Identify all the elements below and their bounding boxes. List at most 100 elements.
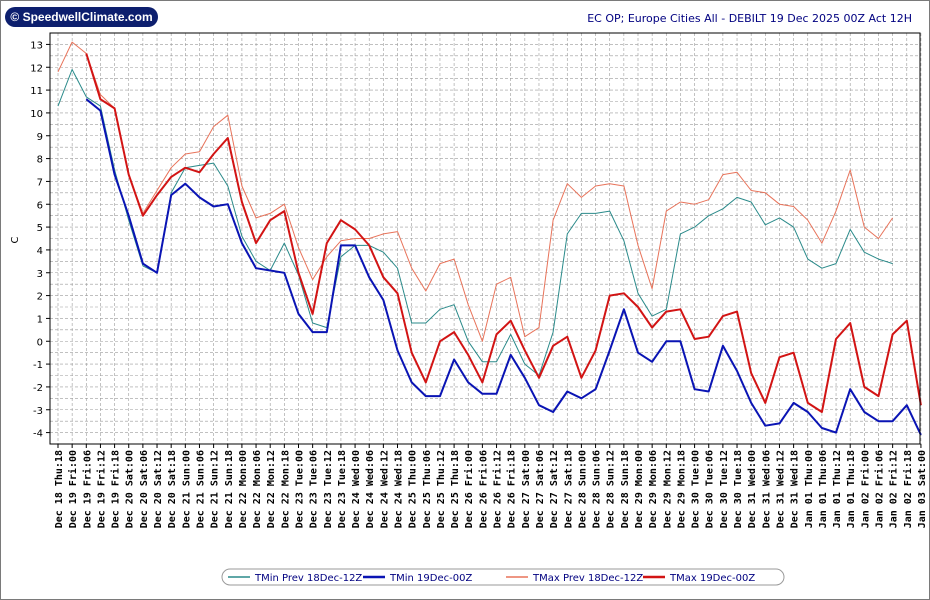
y-tick-label: 0 <box>37 337 43 348</box>
x-tick-label: Dec 29 Mon:18 <box>676 450 687 528</box>
x-tick-label: Dec 23 Tue:00 <box>294 450 305 528</box>
x-tick-label: Dec 26 Fri:00 <box>463 450 475 528</box>
x-tick-label: Jan 01 Thu:18 <box>846 450 857 528</box>
y-tick-label: 8 <box>37 155 43 166</box>
x-tick-label: Dec 28 Sun:06 <box>592 450 603 528</box>
y-tick-label: 13 <box>30 40 43 51</box>
x-tick-label: Dec 29 Mon:12 <box>662 450 673 528</box>
x-tick-label: Dec 30 Tue:18 <box>733 450 744 528</box>
series-line-2 <box>57 41 894 342</box>
x-tick-label: Dec 19 Fri:18 <box>110 450 122 528</box>
plot-border <box>49 32 921 445</box>
x-tick-label: Dec 27 Sat:18 <box>563 450 574 528</box>
x-tick-label: Dec 24 Wed:12 <box>379 450 390 528</box>
x-tick-label: Jan 02 Fri:06 <box>873 450 885 528</box>
x-tick-label: Dec 27 Sat:12 <box>549 450 560 528</box>
x-tick-label: Dec 25 Thu:18 <box>450 450 461 528</box>
x-tick-label: Dec 23 Tue:18 <box>337 450 348 528</box>
x-tick-label: Dec 30 Tue:12 <box>719 450 730 528</box>
chart-grid <box>50 32 922 445</box>
x-tick-label: Dec 23 Tue:12 <box>323 450 334 528</box>
x-tick-label: Jan 01 Thu:12 <box>832 450 843 528</box>
x-tick-label: Dec 19 Fri:00 <box>67 450 79 528</box>
y-tick-label: 9 <box>37 132 43 143</box>
y-tick-label: -2 <box>33 383 43 394</box>
x-tick-label: Dec 26 Fri:06 <box>477 450 489 528</box>
y-tick-label: -3 <box>33 406 43 417</box>
x-tick-label: Jan 03 Sat:00 <box>917 450 928 528</box>
y-tick-label: 5 <box>37 223 43 234</box>
series-line-3 <box>85 53 922 413</box>
legend-label: TMin 19Dec-00Z <box>389 573 472 584</box>
chart-title: EC OP; Europe Cities All - DEBILT 19 Dec… <box>587 12 912 25</box>
y-tick-label: 11 <box>30 86 43 97</box>
x-tick-label: Jan 02 Fri:18 <box>902 450 914 528</box>
series-line-0 <box>57 69 893 376</box>
y-tick-label: 1 <box>37 314 43 325</box>
x-tick-label: Jan 01 Thu:00 <box>804 450 815 528</box>
x-tick-label: Dec 24 Wed:18 <box>394 450 405 528</box>
x-axis: Dec 18 Thu:18 Dec 19 Fri:00 Dec 19 Fri:06 D… <box>54 444 928 528</box>
x-tick-label: Dec 20 Sat:00 <box>125 450 136 528</box>
x-tick-label: Dec 25 Thu:06 <box>422 450 433 528</box>
legend: TMin Prev 18Dec-12Z TMin 19Dec-00Z TMax Pr… <box>221 568 785 586</box>
x-tick-label: Dec 18 Thu:18 <box>54 450 65 528</box>
legend-label: TMax 19Dec-00Z <box>669 573 755 584</box>
legend-box <box>221 568 785 586</box>
x-tick-label: Dec 21 Sun:12 <box>210 450 221 528</box>
y-tick-label: 3 <box>37 269 43 280</box>
x-tick-label: Dec 30 Tue:00 <box>691 450 702 528</box>
x-tick-label: Dec 27 Sat:00 <box>521 450 532 528</box>
x-tick-label: Dec 26 Fri:18 <box>506 450 518 528</box>
x-tick-label: Dec 28 Sun:00 <box>577 450 588 528</box>
x-tick-label: Dec 21 Sun:00 <box>181 450 192 528</box>
x-tick-label: Dec 31 Wed:18 <box>790 450 801 528</box>
x-tick-label: Dec 31 Wed:12 <box>775 450 786 528</box>
x-tick-label: Dec 19 Fri:12 <box>95 450 107 528</box>
x-tick-label: Dec 21 Sun:18 <box>224 450 235 528</box>
x-tick-label: Jan 01 Thu:06 <box>818 450 829 528</box>
x-tick-label: Dec 20 Sat:06 <box>139 450 150 528</box>
y-tick-label: 10 <box>30 109 43 120</box>
x-tick-label: Dec 22 Mon:06 <box>252 450 263 528</box>
y-tick-label: 4 <box>37 246 43 257</box>
legend-label: TMax Prev 18Dec-12Z <box>532 573 643 584</box>
x-tick-label: Dec 31 Wed:00 <box>747 450 758 528</box>
x-tick-label: Dec 28 Sun:12 <box>606 450 617 528</box>
x-tick-label: Dec 30 Tue:06 <box>705 450 716 528</box>
x-tick-label: Dec 27 Sat:06 <box>535 450 546 528</box>
y-tick-label: 7 <box>37 177 43 188</box>
x-tick-label: Dec 23 Tue:06 <box>309 450 320 528</box>
series-line-1 <box>85 98 922 436</box>
x-tick-label: Jan 02 Fri:12 <box>888 450 900 528</box>
y-tick-label: 12 <box>30 63 43 74</box>
y-tick-label: -4 <box>33 429 43 440</box>
x-tick-label: Dec 28 Sun:18 <box>620 450 631 528</box>
x-tick-label: Dec 19 Fri:06 <box>81 450 93 528</box>
series-lines <box>57 41 922 436</box>
y-tick-label: -1 <box>33 360 43 371</box>
x-tick-label: Dec 22 Mon:00 <box>238 450 249 528</box>
y-tick-label: 2 <box>37 292 43 303</box>
x-tick-label: Dec 25 Thu:12 <box>436 450 447 528</box>
x-tick-label: Dec 25 Thu:00 <box>408 450 419 528</box>
x-tick-label: Jan 02 Fri:00 <box>859 450 871 528</box>
x-tick-label: Dec 29 Mon:00 <box>634 450 645 528</box>
x-tick-label: Dec 29 Mon:06 <box>648 450 659 528</box>
x-tick-label: Dec 20 Sat:12 <box>153 450 164 528</box>
x-tick-label: Dec 22 Mon:18 <box>280 450 291 528</box>
legend-label: TMin Prev 18Dec-12Z <box>254 573 362 584</box>
y-tick-label: 6 <box>37 200 43 211</box>
x-tick-label: Dec 31 Wed:06 <box>761 450 772 528</box>
x-tick-label: Dec 21 Sun:06 <box>195 450 206 528</box>
x-tick-label: Dec 22 Mon:12 <box>266 450 277 528</box>
x-tick-label: Dec 24 Wed:00 <box>351 450 362 528</box>
x-tick-label: Dec 20 Sat:18 <box>167 450 178 528</box>
y-axis-label: C <box>10 236 21 243</box>
x-tick-label: Dec 24 Wed:06 <box>365 450 376 528</box>
x-tick-label: Dec 26 Fri:12 <box>492 450 504 528</box>
site-logo[interactable]: © SpeedwellClimate.com <box>5 7 158 27</box>
